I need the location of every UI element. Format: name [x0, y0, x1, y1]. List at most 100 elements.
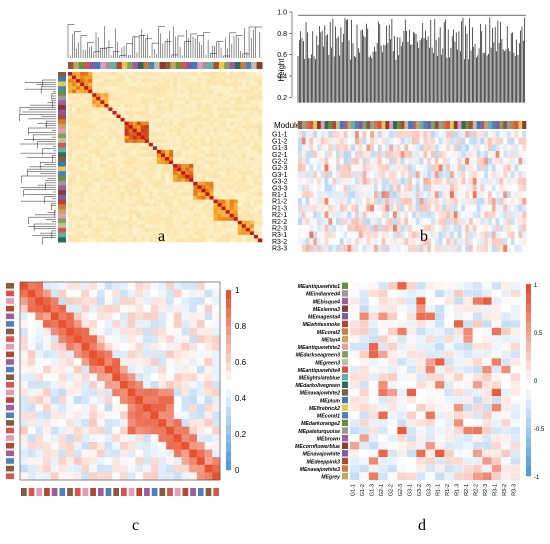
heatmap-cell [209, 143, 213, 147]
adjacency-cell [151, 419, 159, 427]
adjacency-cell [97, 434, 105, 442]
trait-cell [450, 225, 454, 232]
heatmap-cell [84, 136, 88, 140]
heatmap-cell [141, 107, 145, 111]
adjacency-cell [189, 343, 197, 351]
heatmap-cell [108, 72, 112, 76]
top-dendrogram [68, 24, 262, 58]
module-color-cell [58, 190, 66, 195]
trait-cell [454, 171, 458, 178]
adjacency-cell [97, 472, 105, 480]
adjacency-cell [20, 312, 28, 320]
heatmap-cell [201, 72, 205, 76]
heatmap-cell [181, 207, 185, 211]
heatmap-cell [104, 79, 108, 83]
module-trait-cell [473, 290, 483, 298]
trait-cell [309, 225, 313, 232]
adjacency-cell [205, 297, 213, 305]
adjacency-cell [105, 351, 113, 359]
module-color-cell [58, 115, 66, 120]
trait-cell [499, 211, 503, 218]
eigengene-color-cell [52, 488, 58, 496]
heatmap-cell [112, 83, 116, 87]
adjacency-cell [135, 290, 143, 298]
heatmap-cell [185, 72, 189, 76]
heatmap-cell [161, 178, 165, 182]
module-color-cell [246, 62, 252, 69]
trait-cell [450, 138, 454, 145]
adjacency-cell [158, 457, 166, 465]
trait-cell [439, 178, 443, 185]
heatmap-cell [222, 200, 226, 204]
heatmap-cell [117, 93, 121, 97]
heatmap-cell [125, 231, 129, 235]
adjacency-cell [174, 373, 182, 381]
module-trait-cell [482, 290, 492, 298]
trait-cell [484, 138, 488, 145]
heatmap-cell [157, 125, 161, 129]
trait-cell [328, 171, 332, 178]
heatmap-cell [197, 93, 201, 97]
module-trait-cell [359, 373, 369, 381]
heatmap-cell [121, 90, 125, 94]
heatmap-cell [76, 150, 80, 154]
module-color-cell [317, 121, 321, 129]
module-label: MElightslateblue [299, 376, 340, 382]
heatmap-cell [165, 153, 169, 157]
trait-cell [450, 198, 454, 205]
trait-cell [359, 185, 363, 192]
heatmap-cell [157, 129, 161, 133]
trait-cell [469, 131, 473, 138]
trait-cell [332, 178, 336, 185]
heatmap-cell [80, 189, 84, 193]
heatmap-cell [108, 153, 112, 157]
trait-cell [431, 138, 435, 145]
heatmap-cell [242, 107, 246, 111]
heatmap-cell [100, 192, 104, 196]
module-color-cell [306, 121, 310, 129]
heatmap-cell [133, 125, 137, 129]
heatmap-cell [117, 97, 121, 101]
heatmap-cell [145, 228, 149, 232]
heatmap-cell [214, 153, 218, 157]
trait-cell [302, 144, 306, 151]
adjacency-cell [189, 389, 197, 397]
heatmap-cell [149, 100, 153, 104]
heatmap-cell [214, 86, 218, 90]
trait-cell [465, 185, 469, 192]
trait-cell [382, 245, 386, 252]
heatmap-cell [104, 136, 108, 140]
module-color-cell [492, 121, 496, 129]
trait-cell [344, 151, 348, 158]
module-trait-cell [369, 297, 379, 305]
module-trait-cell [473, 335, 483, 343]
heatmap-cell [80, 132, 84, 136]
heatmap-cell [117, 72, 121, 76]
heatmap-cell [197, 97, 201, 101]
heatmap-cell [197, 238, 201, 242]
module-color-cell [58, 129, 66, 134]
module-trait-cell [378, 312, 388, 320]
heatmap-cell [238, 72, 242, 76]
heatmap-cell [242, 118, 246, 122]
heatmap-cell [125, 125, 129, 129]
heatmap-cell [181, 153, 185, 157]
trait-cell [439, 131, 443, 138]
heatmap-cell [214, 76, 218, 80]
trait-cell [511, 218, 515, 225]
adjacency-cell [143, 434, 151, 442]
trait-cell [393, 198, 397, 205]
adjacency-cell [97, 328, 105, 336]
heatmap-cell [88, 132, 92, 136]
heatmap-cell [76, 107, 80, 111]
trait-cell [507, 225, 511, 232]
heatmap-cell [226, 115, 230, 119]
trait-cell [313, 138, 317, 145]
heatmap-cell [177, 146, 181, 150]
module-trait-cell [369, 358, 379, 366]
adjacency-cell [174, 282, 182, 290]
heatmap-cell [165, 161, 169, 165]
adjacency-cell [74, 328, 82, 336]
heatmap-cell [201, 143, 205, 147]
heatmap-cell [254, 146, 258, 150]
